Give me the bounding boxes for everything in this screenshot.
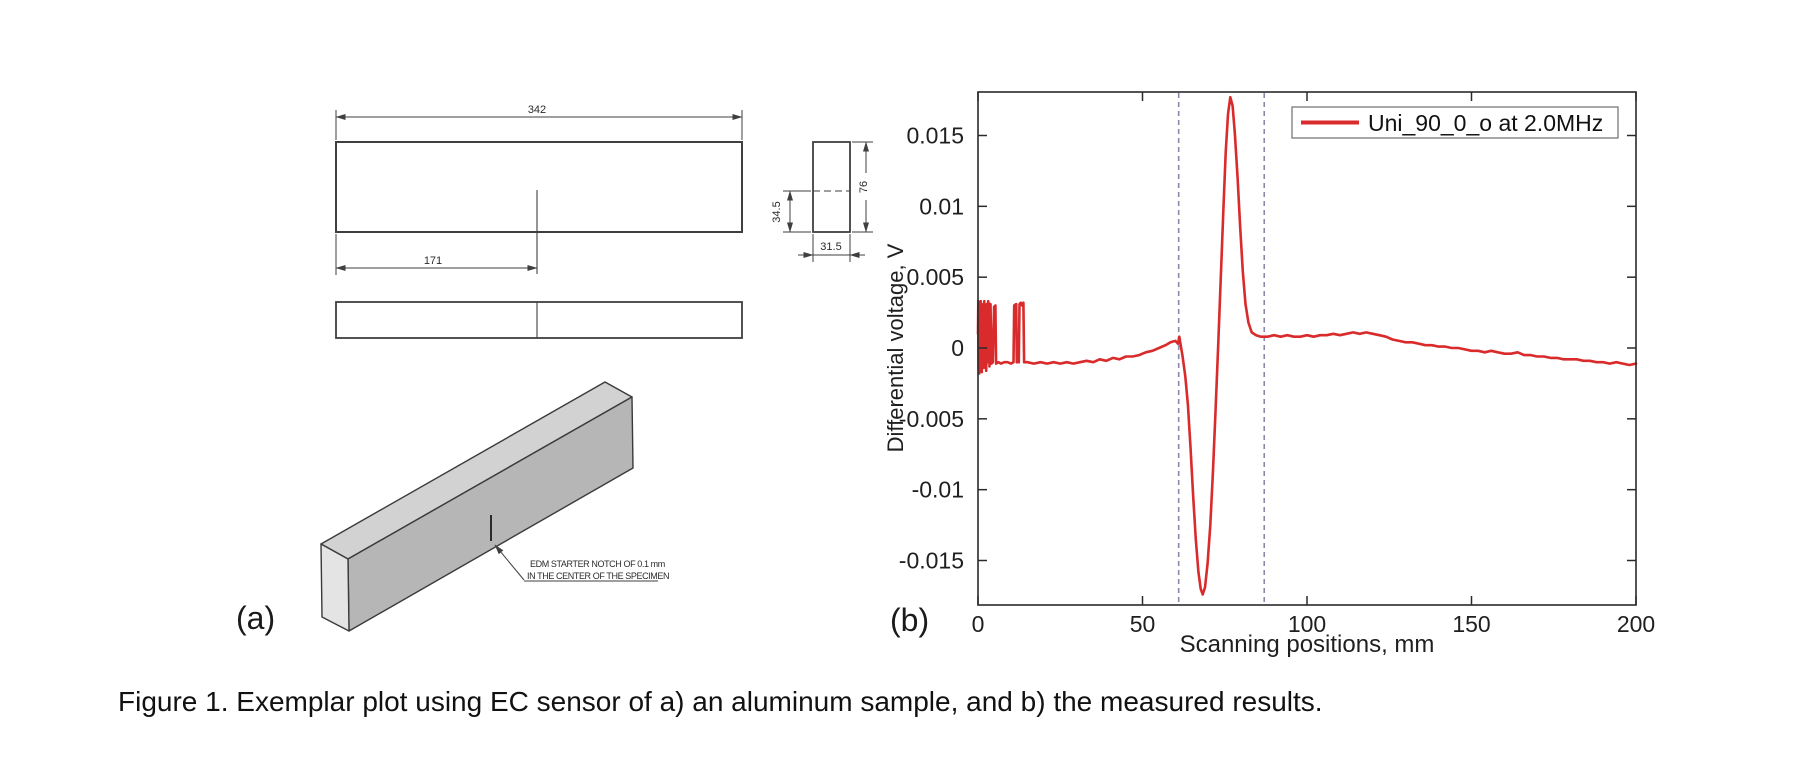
svg-text:0: 0 xyxy=(951,335,964,361)
legend: Uni_90_0_o at 2.0MHz xyxy=(1291,106,1619,139)
y-axis-label: Differential voltage, V xyxy=(883,243,908,452)
dim-34-5-label: 34.5 xyxy=(771,201,783,222)
edm-note-line1: EDM STARTER NOTCH OF 0.1 mm xyxy=(530,559,665,569)
dim-342-label: 342 xyxy=(528,104,546,116)
dim-76-label: 76 xyxy=(858,181,870,193)
plot-frame xyxy=(977,91,1637,606)
svg-text:-0.015: -0.015 xyxy=(899,548,964,574)
svg-text:-0.005: -0.005 xyxy=(899,406,964,432)
data-curve xyxy=(976,95,1638,596)
panel-b-label: (b) xyxy=(890,602,930,638)
svg-text:-0.01: -0.01 xyxy=(912,477,964,503)
legend-entry-label: Uni_90_0_o at 2.0MHz xyxy=(1368,110,1603,136)
svg-text:0.01: 0.01 xyxy=(919,193,964,219)
dimension-76: 76 xyxy=(852,141,873,233)
svg-text:150: 150 xyxy=(1452,611,1490,637)
svg-text:200: 200 xyxy=(1617,611,1655,637)
x-axis-label: Scanning positions, mm xyxy=(1180,631,1435,658)
svg-text:100: 100 xyxy=(1288,611,1326,637)
dimension-342: 342 xyxy=(335,104,743,140)
axis-ticks: 0 50 100 150 200 0.015 0.01 0.005 0 -0.005 -0.01 -0… xyxy=(899,92,1655,637)
dimension-31-5: 31.5 xyxy=(798,234,865,262)
isometric-bar xyxy=(320,381,634,632)
svg-text:0.005: 0.005 xyxy=(906,264,964,290)
panel-a-label: (a) xyxy=(236,600,276,636)
dimension-34-5: 34.5 xyxy=(771,190,811,233)
edm-note-line2: IN THE CENTER OF THE SPECIMEN xyxy=(527,571,669,581)
svg-text:50: 50 xyxy=(1130,611,1156,637)
front-view xyxy=(335,301,743,339)
dimension-171: 171 xyxy=(335,234,538,275)
edm-notch-note: EDM STARTER NOTCH OF 0.1 mm IN THE CENTE… xyxy=(494,544,669,582)
top-view xyxy=(335,141,743,274)
reference-lines xyxy=(1177,93,1266,604)
svg-text:0.015: 0.015 xyxy=(906,122,964,148)
figure-caption: Figure 1. Exemplar plot using EC sensor … xyxy=(118,686,1323,717)
svg-text:0: 0 xyxy=(972,611,985,637)
section-view: 34.5 76 31.5 xyxy=(771,141,873,262)
dim-31-5-label: 31.5 xyxy=(820,241,841,253)
dim-171-label: 171 xyxy=(424,255,442,267)
bar-end-face xyxy=(320,543,350,632)
